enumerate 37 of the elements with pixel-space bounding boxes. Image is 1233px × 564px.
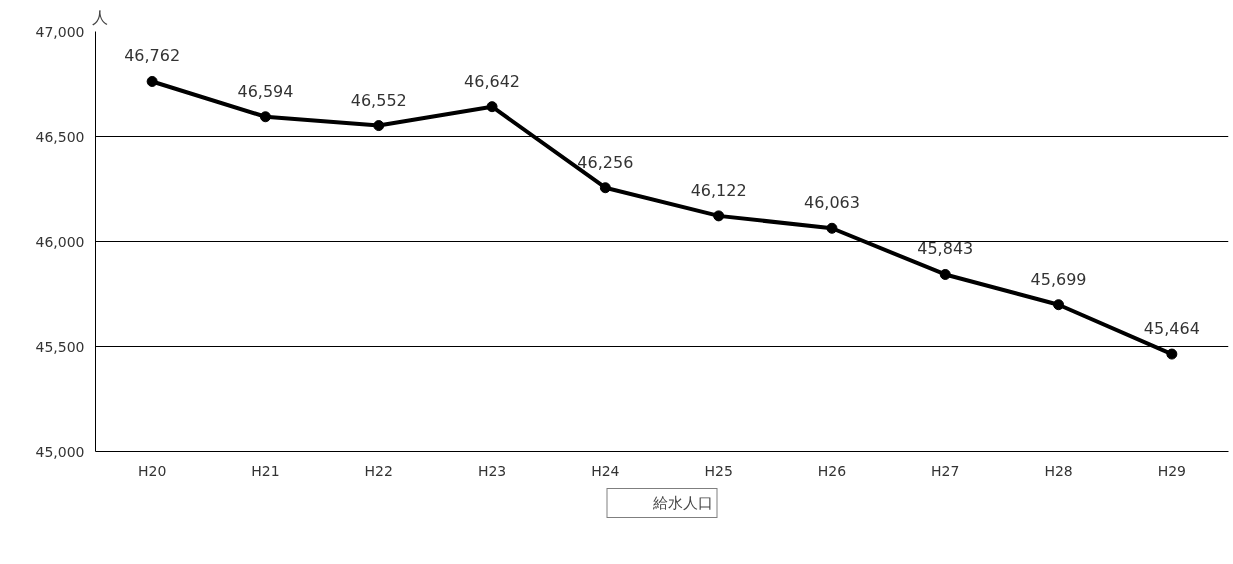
point [826,222,838,234]
data-label: 46,762 [124,46,181,66]
x-tick-label: H22 [364,462,393,479]
y-tick-label: 47,000 [35,23,85,40]
data-label: 46,256 [577,152,634,172]
x-tick-label: H27 [931,462,960,479]
x-tick-label: H23 [477,462,507,479]
x-tick-label: H24 [591,462,620,479]
point [486,101,498,113]
text: 給水人口 [652,493,713,513]
data-label: 46,552 [350,90,407,110]
data-label: 45,843 [917,239,974,259]
data-label: 45,699 [1030,269,1087,289]
y-tick-label: 45,500 [35,338,85,355]
y-tick-label: 46,000 [35,233,85,250]
data-label: 46,063 [803,193,860,213]
point [599,182,611,194]
y-tick-label: 45,000 [35,443,85,460]
y-tick-label: 46,500 [35,128,85,145]
point [146,75,158,87]
point [259,111,271,123]
data-label: 46,642 [464,71,521,91]
point [713,210,725,222]
data-label: 46,122 [690,180,747,200]
x-tick-label: H20 [137,462,167,479]
y-axis-title: 人 [91,7,108,27]
x-tick-label: H26 [817,462,847,479]
x-tick-label: H28 [1044,462,1073,479]
x-tick-label: H21 [251,462,280,479]
data-label: 45,464 [1143,319,1200,339]
point [1166,348,1178,360]
x-tick-label: H25 [704,462,733,479]
point [939,268,951,280]
point [373,120,385,132]
x-tick-label: H29 [1157,462,1187,479]
data-label: 46,594 [237,81,294,101]
point [1053,299,1065,311]
